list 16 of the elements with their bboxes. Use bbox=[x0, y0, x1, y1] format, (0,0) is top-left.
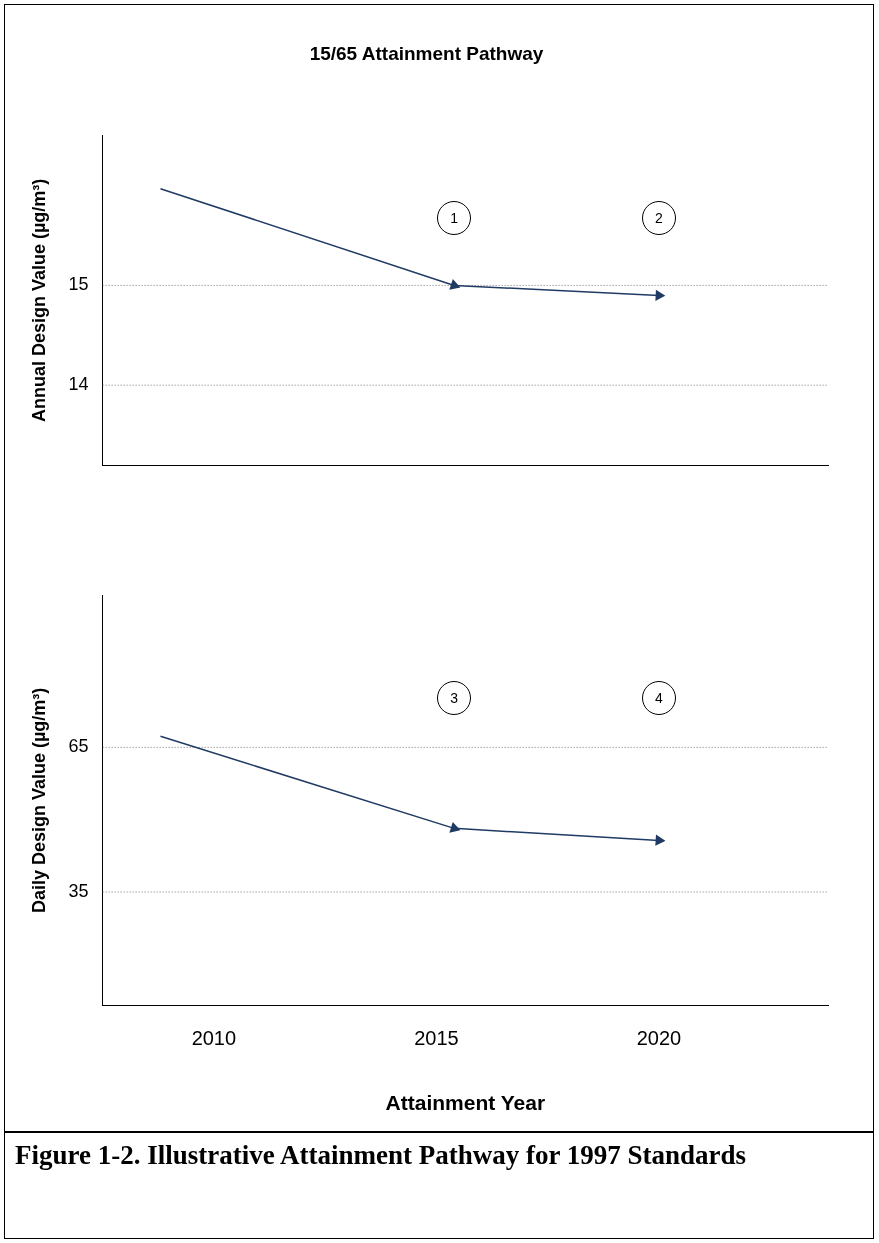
caption: Figure 1-2. Illustrative Attainment Pathway for 1997 Standards bbox=[5, 1131, 873, 1178]
annotation: 2 bbox=[641, 201, 676, 236]
y-tick-label: 35 bbox=[68, 880, 89, 901]
y-tick-label: 15 bbox=[68, 274, 89, 295]
y-axis-title: Annual Design Value (µg/m³) bbox=[28, 178, 49, 423]
annotation: 4 bbox=[641, 680, 676, 715]
x-tick-label: 2020 bbox=[636, 1027, 682, 1050]
annotation: 1 bbox=[437, 201, 472, 236]
annotation: 3 bbox=[437, 680, 472, 715]
x-tick-label: 2015 bbox=[414, 1027, 459, 1050]
x-axis-title: Attainment Year bbox=[385, 1091, 546, 1115]
y-tick-label: 65 bbox=[68, 736, 89, 757]
y-tick-label: 14 bbox=[68, 374, 89, 395]
chart-title: 15/65 Attainment Pathway bbox=[309, 42, 544, 64]
y-axis-title: Daily Design Value (µg/m³) bbox=[28, 687, 49, 914]
x-tick-label: 2010 bbox=[191, 1027, 237, 1050]
